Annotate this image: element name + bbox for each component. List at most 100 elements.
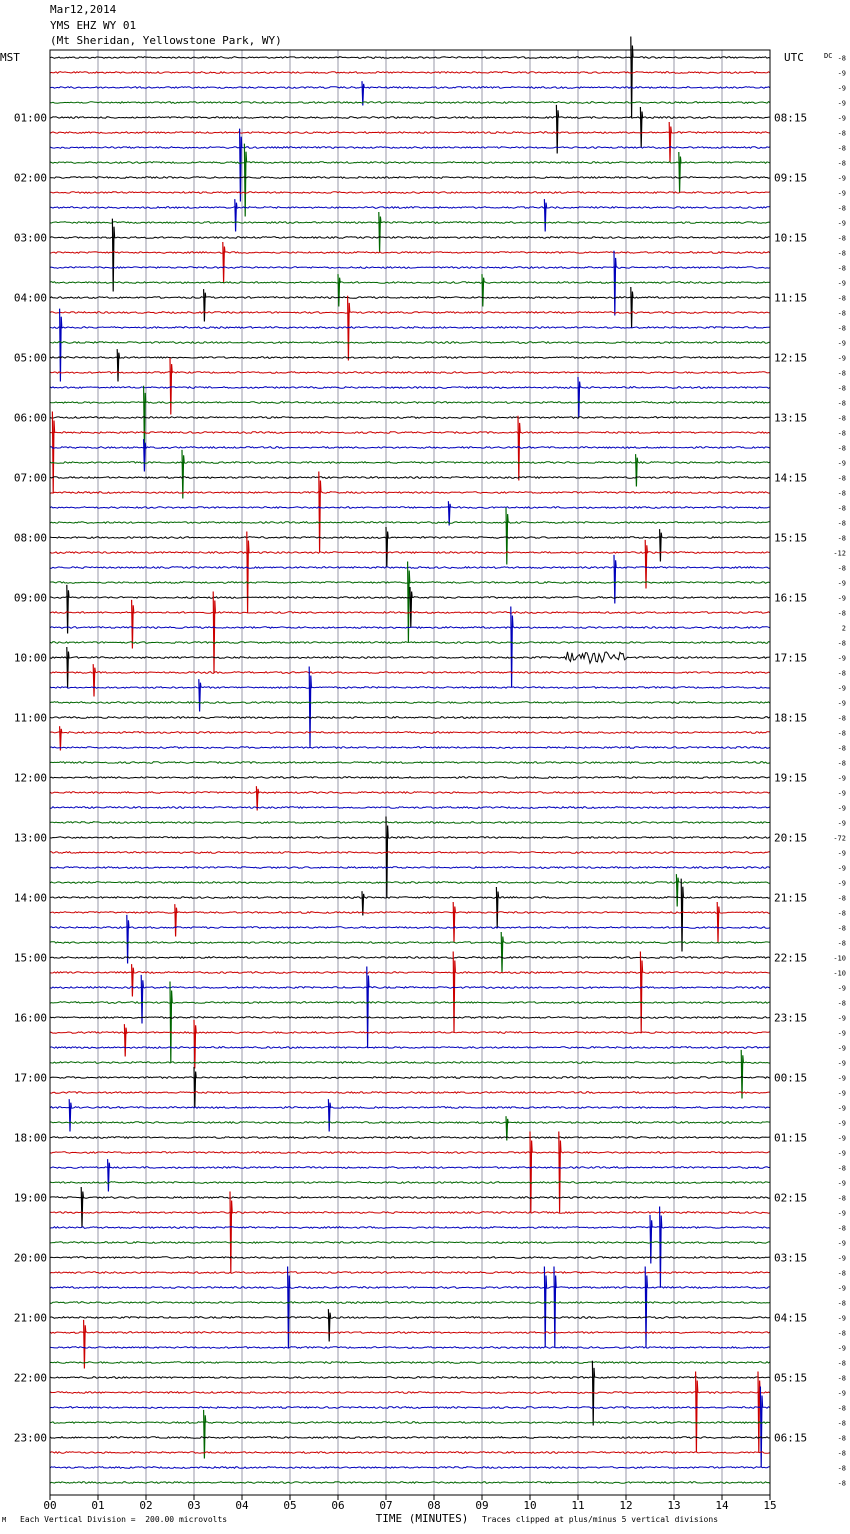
mst-hour-label: 14:00 xyxy=(14,892,47,905)
trace-line xyxy=(49,386,771,389)
dc-offset-label: -9 xyxy=(838,85,846,93)
station-label: YMS EHZ WY 01 xyxy=(50,19,137,32)
trace-line xyxy=(49,86,771,89)
event-spike xyxy=(385,526,389,568)
dc-offset-label: -8 xyxy=(838,235,846,243)
event-spike xyxy=(143,385,147,451)
event-spike xyxy=(203,1409,207,1459)
trace-line xyxy=(49,1270,771,1274)
dc-offset-label: -8 xyxy=(838,670,846,678)
event-spike xyxy=(644,539,648,589)
dc-offset-label: -9 xyxy=(838,775,846,783)
dc-offset-label: -8 xyxy=(838,400,846,408)
dc-offset-label: -9 xyxy=(838,115,846,123)
event-spike xyxy=(591,1360,596,1426)
dc-offset-label: -9 xyxy=(838,280,846,288)
dc-offset-label: -9 xyxy=(838,700,846,708)
utc-hour-label: 23:15 xyxy=(774,1012,807,1025)
event-spike xyxy=(659,529,663,562)
x-tick-label: 14 xyxy=(715,1499,729,1512)
trace-line xyxy=(49,955,771,959)
trace-line xyxy=(49,1436,771,1439)
event-spike xyxy=(366,966,370,1048)
mst-hour-label: 19:00 xyxy=(14,1192,47,1205)
trace-line xyxy=(49,401,771,404)
event-spike xyxy=(543,1266,548,1348)
trace-line xyxy=(49,1450,771,1455)
dc-offset-label: -8 xyxy=(838,895,846,903)
trace-line xyxy=(49,1421,771,1424)
dc-offset-label: -8 xyxy=(838,760,846,768)
utc-hour-label: 15:15 xyxy=(774,532,807,545)
trace-line xyxy=(49,340,771,344)
dc-offset-label: -8 xyxy=(838,1465,846,1473)
dc-offset-label: -12 xyxy=(833,550,846,558)
event-spike xyxy=(66,584,70,634)
dc-offset-label: -8 xyxy=(838,295,846,303)
event-spike xyxy=(327,1099,332,1132)
utc-hour-label: 18:15 xyxy=(774,712,807,725)
trace-line xyxy=(49,686,771,689)
dc-offset-label: -9 xyxy=(838,70,846,78)
trace-line xyxy=(49,1211,771,1214)
event-spike xyxy=(409,586,413,628)
event-spike xyxy=(59,726,63,751)
event-spike xyxy=(649,1214,653,1264)
mst-hour-label: 03:00 xyxy=(14,232,47,245)
dc-offset-label: -9 xyxy=(838,790,846,798)
dc-offset-label: -8 xyxy=(838,505,846,513)
event-spike xyxy=(695,1371,699,1453)
x-axis-label: TIME (MINUTES) xyxy=(376,1512,469,1525)
trace-line xyxy=(49,536,771,539)
dc-offset-label: -8 xyxy=(838,1435,846,1443)
dc-offset-label: -8 xyxy=(838,1420,846,1428)
x-tick-label: 11 xyxy=(571,1499,584,1512)
mst-hour-label: 01:00 xyxy=(14,112,47,125)
trace-line xyxy=(49,281,771,284)
date-label: Mar12,2014 xyxy=(50,3,117,16)
event-spike xyxy=(668,121,672,163)
dc-offset-label: -8 xyxy=(838,310,846,318)
trace-line xyxy=(49,761,771,764)
trace-line xyxy=(49,641,771,644)
trace-line xyxy=(49,651,771,665)
trace-line xyxy=(49,731,771,734)
event-spike xyxy=(92,664,96,697)
dc-offset-label: -9 xyxy=(838,1135,846,1143)
event-spike xyxy=(543,199,548,232)
trace-line xyxy=(49,431,771,434)
trace-line xyxy=(49,1391,771,1394)
event-spike xyxy=(385,816,389,898)
event-spike xyxy=(378,211,382,253)
trace-line xyxy=(49,1106,771,1109)
trace-line xyxy=(49,356,771,359)
utc-hour-label: 09:15 xyxy=(774,172,807,185)
x-tick-label: 08 xyxy=(427,1499,440,1512)
event-spike xyxy=(327,1309,332,1342)
event-spike xyxy=(143,439,147,472)
trace-line xyxy=(49,265,771,269)
dc-offset-label: -9 xyxy=(838,1315,846,1323)
event-spike xyxy=(481,274,485,307)
utc-hour-label: 02:15 xyxy=(774,1192,807,1205)
dc-offset-label: -8 xyxy=(838,160,846,168)
traces xyxy=(49,36,771,1484)
dc-offset-label: -8 xyxy=(838,730,846,738)
event-spike xyxy=(659,1206,663,1288)
mst-hour-label: 09:00 xyxy=(14,592,47,605)
scale-note: Each Vertical Division = 200.00 microvol… xyxy=(20,1515,228,1524)
dc-offset-label: -8 xyxy=(838,490,846,498)
event-spike xyxy=(234,199,238,232)
utc-hour-label: 14:15 xyxy=(774,472,807,485)
x-tick-label: 02 xyxy=(139,1499,152,1512)
dc-offset-label: -9 xyxy=(838,1240,846,1248)
trace-line xyxy=(49,236,771,239)
dc-offset-label: -9 xyxy=(838,1150,846,1158)
trace-line xyxy=(49,1136,771,1139)
event-spike xyxy=(630,36,634,118)
event-spike xyxy=(680,878,684,952)
event-spike xyxy=(68,1099,72,1132)
dc-offset-label: -8 xyxy=(838,385,846,393)
utc-hour-label: 12:15 xyxy=(774,352,807,365)
trace-line xyxy=(49,1466,771,1469)
